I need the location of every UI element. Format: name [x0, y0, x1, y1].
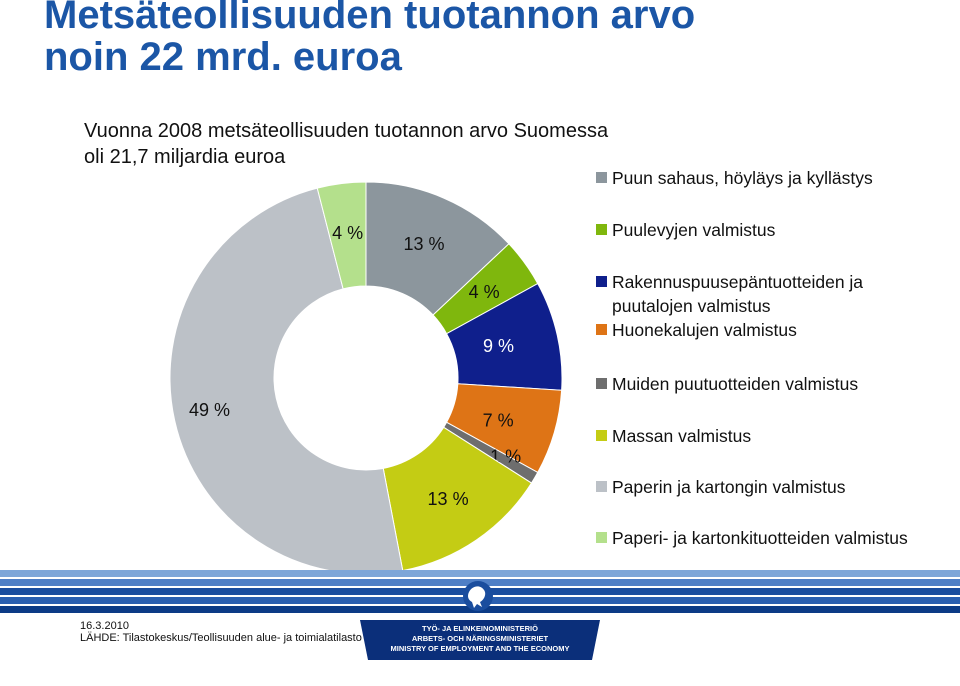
subtitle-line-2: oli 21,7 miljardia euroa [84, 146, 286, 168]
ministry-banner [360, 620, 600, 660]
lion-emblem-icon [463, 581, 493, 611]
ministry-name-sv: ARBETS- OCH NÄRINGSMINISTERIET [411, 634, 549, 643]
title-line-2: noin 22 mrd. euroa [44, 35, 402, 79]
legend-swatch [596, 172, 607, 183]
ministry-name-fi: TYÖ- JA ELINKEINOMINISTERIÖ [422, 624, 538, 633]
legend-label: Puulevyjen valmistus [612, 220, 776, 240]
legend-label: Paperin ja kartongin valmistus [612, 477, 846, 497]
subtitle-line-1: Vuonna 2008 metsäteollisuuden tuotannon … [84, 120, 609, 142]
slice-data-label: 7 % [483, 411, 514, 431]
legend-label: Huonekalujen valmistus [612, 320, 797, 340]
slice-data-label: 4 % [469, 282, 500, 302]
donut-slice [316, 181, 367, 290]
title-line-1: Metsäteollisuuden tuotannon arvo [44, 0, 696, 37]
footer-date: 16.3.2010 [80, 620, 129, 632]
slice-data-label: 13 % [403, 234, 444, 254]
slice-data-label: 13 % [428, 489, 469, 509]
footer-banner [0, 570, 960, 686]
legend-label: Muiden puutuotteiden valmistus [612, 374, 859, 394]
page-title: Metsäteollisuuden tuotannon arvo noin 22… [44, 0, 695, 78]
legend-swatch [596, 378, 607, 389]
slice-data-label: 49 % [189, 400, 230, 420]
legend-swatch [596, 324, 607, 335]
legend-label: Puun sahaus, höyläys ja kyllästys [612, 168, 873, 188]
donut-chart: 13 %4 %9 %7 %1 %13 %49 %4 % [169, 181, 563, 570]
legend-swatch [596, 224, 607, 235]
legend-swatch [596, 276, 607, 287]
footer-source: LÄHDE: Tilastokeskus/Teollisuuden alue- … [80, 632, 362, 644]
slice-data-label: 4 % [332, 223, 363, 243]
footer-stripe [0, 570, 960, 577]
ministry-name-en: MINISTRY OF EMPLOYMENT AND THE ECONOMY [390, 644, 570, 653]
legend-label: Massan valmistus [612, 426, 752, 446]
slice-data-label: 9 % [483, 336, 514, 356]
donut-slice [169, 187, 404, 570]
subtitle: Vuonna 2008 metsäteollisuuden tuotannon … [84, 118, 608, 170]
donut-slice [382, 426, 533, 570]
legend-label: Paperi- ja kartonkituotteiden valmistus [612, 528, 908, 548]
legend-label: Rakennuspuusepäntuotteiden ja puutalojen… [612, 272, 864, 316]
legend-swatch [596, 532, 607, 543]
ministry-name: TYÖ- JA ELINKEINOMINISTERIÖ ARBETS- OCH … [376, 624, 584, 654]
legend-swatch [596, 481, 607, 492]
legend-swatch [596, 430, 607, 441]
